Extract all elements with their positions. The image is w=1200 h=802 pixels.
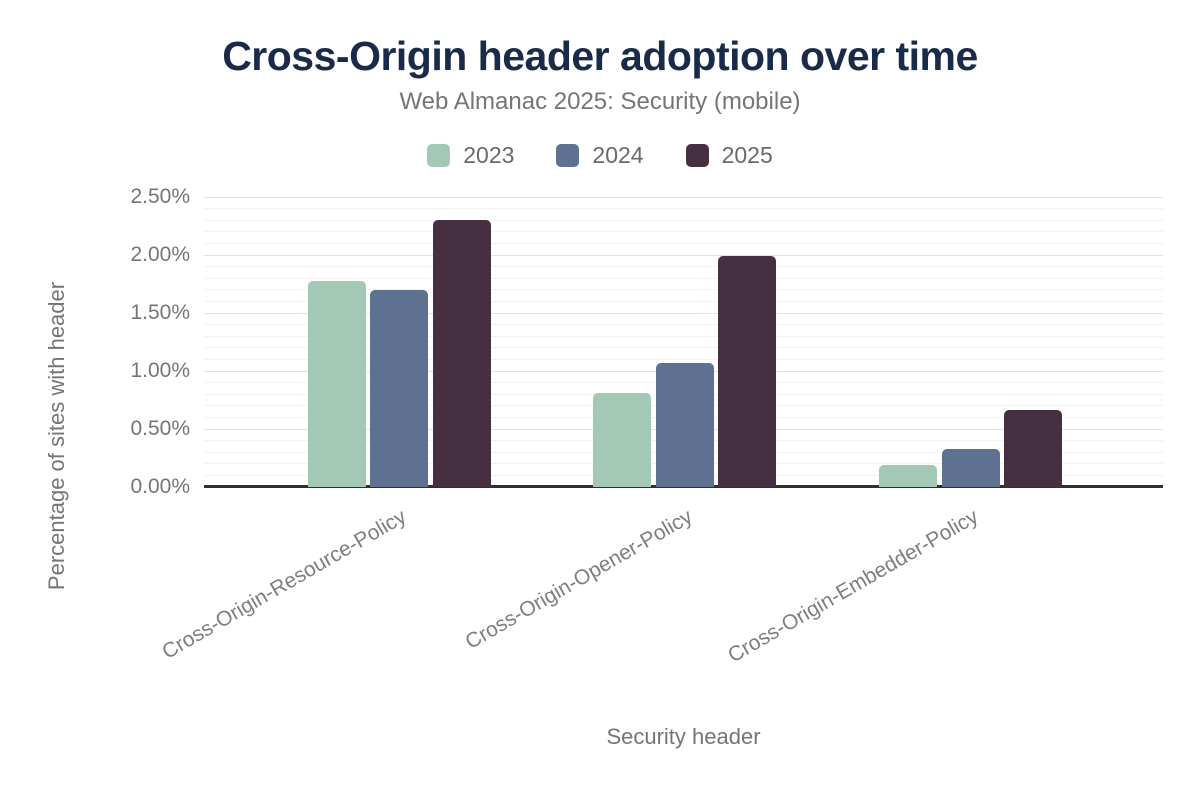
bar-2024-cross-origin-resource-policy[interactable] bbox=[370, 289, 428, 487]
x-axis-title: Security header bbox=[606, 724, 761, 749]
y-tick-label: 1.50% bbox=[130, 301, 190, 324]
y-tick-label: 2.50% bbox=[130, 185, 190, 208]
gridline-minor bbox=[204, 289, 1163, 291]
plot-area bbox=[204, 196, 1163, 488]
bar-2023-cross-origin-opener-policy[interactable] bbox=[593, 393, 652, 487]
gridline-minor bbox=[204, 231, 1163, 233]
legend-swatch-icon bbox=[685, 144, 709, 167]
gridline-minor bbox=[204, 335, 1163, 337]
gridline-major bbox=[204, 254, 1163, 256]
y-tick-label: 0.50% bbox=[130, 417, 190, 440]
gridline-major bbox=[204, 312, 1163, 314]
bar-2025-cross-origin-resource-policy[interactable] bbox=[432, 220, 491, 487]
bar-2023-cross-origin-embedder-policy[interactable] bbox=[879, 464, 937, 487]
gridline-minor bbox=[204, 242, 1163, 244]
legend-label: 2023 bbox=[463, 142, 515, 168]
legend: 2023 2024 2025 bbox=[0, 142, 1200, 169]
y-tick-label: 1.00% bbox=[130, 359, 190, 382]
x-tick-label: Cross-Origin-Embedder-Policy bbox=[723, 505, 982, 668]
gridline-minor bbox=[204, 358, 1163, 360]
legend-label: 2024 bbox=[592, 142, 644, 168]
legend-swatch-icon bbox=[556, 144, 580, 167]
gridline-minor bbox=[204, 324, 1163, 326]
x-tick-label: Cross-Origin-Resource-Policy bbox=[158, 505, 411, 664]
gridline-minor bbox=[204, 277, 1163, 279]
bar-2024-cross-origin-opener-policy[interactable] bbox=[655, 362, 714, 487]
gridline-major bbox=[204, 196, 1163, 198]
legend-label: 2025 bbox=[721, 142, 773, 168]
legend-item-2023[interactable]: 2023 bbox=[427, 142, 514, 169]
bar-2024-cross-origin-embedder-policy[interactable] bbox=[941, 448, 1000, 487]
bar-2025-cross-origin-embedder-policy[interactable] bbox=[1004, 410, 1062, 487]
gridline-minor bbox=[204, 219, 1163, 221]
bar-2025-cross-origin-opener-policy[interactable] bbox=[718, 256, 777, 487]
gridline-minor bbox=[204, 300, 1163, 302]
y-tick-label: 0.00% bbox=[130, 475, 190, 498]
gridline-minor bbox=[204, 347, 1163, 349]
chart-subtitle: Web Almanac 2025: Security (mobile) bbox=[399, 88, 801, 115]
legend-item-2025[interactable]: 2025 bbox=[685, 142, 773, 169]
gridline-minor bbox=[204, 266, 1163, 268]
legend-item-2024[interactable]: 2024 bbox=[556, 142, 644, 169]
y-tick-label: 2.00% bbox=[130, 243, 190, 266]
x-tick-label: Cross-Origin-Opener-Policy bbox=[461, 505, 697, 654]
chart-title: Cross-Origin header adoption over time bbox=[222, 33, 978, 79]
gridline-minor bbox=[204, 208, 1163, 210]
bar-2023-cross-origin-resource-policy[interactable] bbox=[307, 280, 366, 487]
legend-swatch-icon bbox=[427, 144, 451, 167]
